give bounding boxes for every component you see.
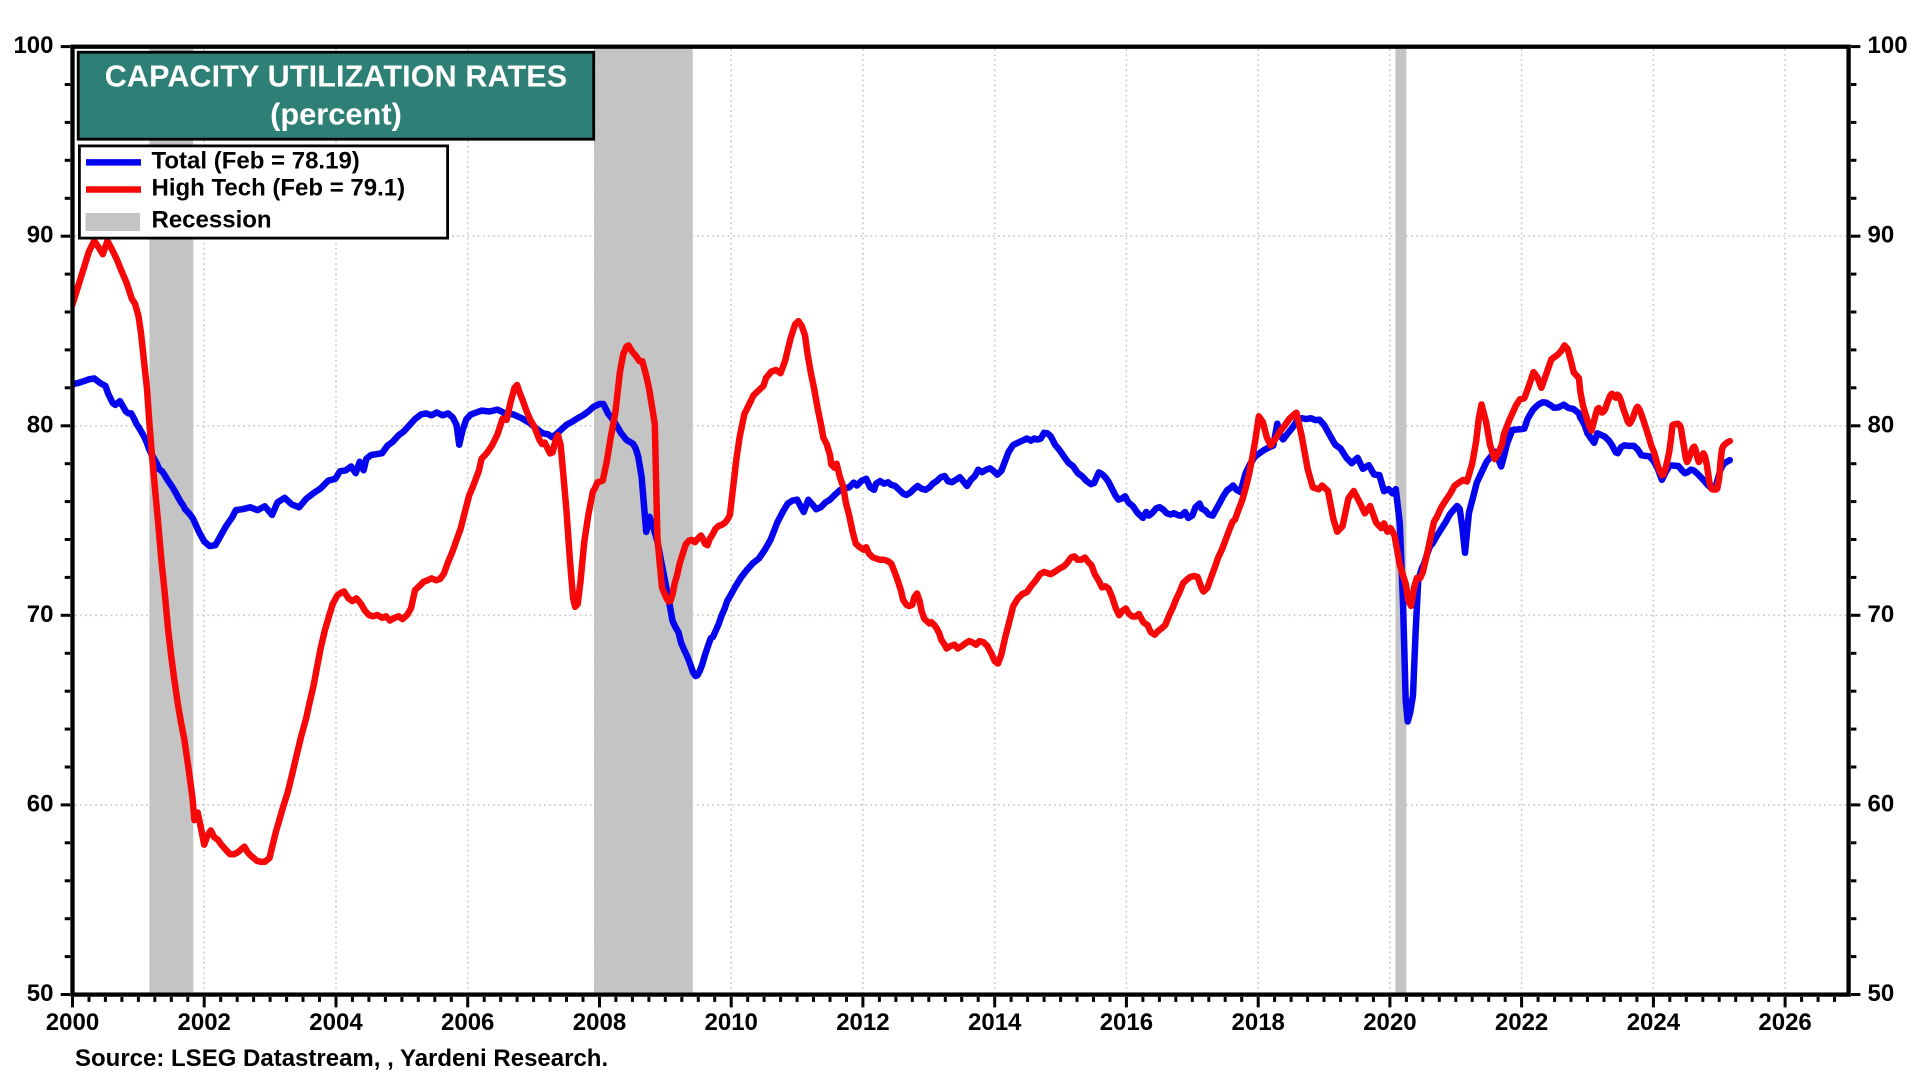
svg-text:2012: 2012 (836, 1009, 889, 1036)
svg-text:90: 90 (27, 222, 54, 249)
svg-text:70: 70 (27, 601, 54, 628)
svg-text:2014: 2014 (968, 1009, 1022, 1036)
svg-text:CAPACITY UTILIZATION RATES: CAPACITY UTILIZATION RATES (105, 60, 568, 94)
svg-text:Recession: Recession (152, 207, 272, 234)
svg-text:Total (Feb = 78.19): Total (Feb = 78.19) (152, 148, 360, 175)
svg-text:2022: 2022 (1495, 1009, 1548, 1036)
svg-text:90: 90 (1868, 222, 1895, 249)
svg-text:2024: 2024 (1627, 1009, 1681, 1036)
svg-text:2016: 2016 (1100, 1009, 1153, 1036)
svg-text:2002: 2002 (178, 1009, 231, 1036)
svg-text:(percent): (percent) (270, 97, 402, 132)
svg-text:Source: LSEG Datastream, , Yar: Source: LSEG Datastream, , Yardeni Resea… (75, 1045, 608, 1072)
svg-text:50: 50 (27, 980, 54, 1007)
svg-text:2018: 2018 (1232, 1009, 1285, 1036)
svg-text:70: 70 (1868, 601, 1895, 628)
svg-text:100: 100 (13, 32, 53, 59)
svg-text:2008: 2008 (573, 1009, 626, 1036)
svg-text:2004: 2004 (309, 1009, 363, 1036)
svg-text:80: 80 (27, 411, 54, 438)
svg-text:100: 100 (1868, 32, 1908, 59)
svg-text:High Tech (Feb = 79.1): High Tech (Feb = 79.1) (152, 175, 406, 202)
svg-text:2000: 2000 (46, 1009, 99, 1036)
svg-text:60: 60 (1868, 790, 1895, 817)
svg-text:2020: 2020 (1363, 1009, 1416, 1036)
svg-text:80: 80 (1868, 411, 1895, 438)
svg-text:2006: 2006 (441, 1009, 494, 1036)
svg-text:50: 50 (1868, 980, 1895, 1007)
svg-text:2026: 2026 (1758, 1009, 1811, 1036)
svg-text:2010: 2010 (705, 1009, 758, 1036)
svg-text:60: 60 (27, 790, 54, 817)
